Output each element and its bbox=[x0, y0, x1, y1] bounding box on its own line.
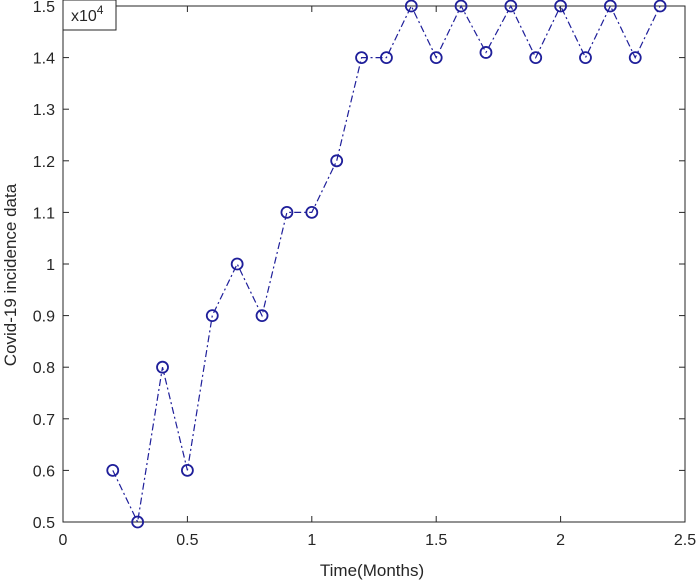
data-point bbox=[280, 205, 294, 219]
x-tick-label: 2 bbox=[556, 532, 565, 549]
y-tick-label: 1.2 bbox=[33, 154, 55, 171]
y-axis-label: Covid-19 incidence data bbox=[1, 183, 20, 366]
x-tick-label: 1.5 bbox=[425, 532, 447, 549]
exponent-base: x10 bbox=[71, 8, 97, 25]
data-point bbox=[205, 309, 219, 323]
y-tick-label: 0.5 bbox=[33, 515, 55, 532]
x-axis-label: Time(Months) bbox=[320, 561, 424, 580]
data-point bbox=[355, 51, 368, 64]
y-tick-label: 1.4 bbox=[33, 51, 55, 68]
data-point bbox=[603, 0, 617, 13]
data-point bbox=[106, 463, 120, 477]
y-tick-label: 1.5 bbox=[33, 0, 55, 16]
data-point bbox=[579, 51, 592, 64]
data-point bbox=[330, 154, 344, 168]
data-point bbox=[404, 0, 418, 13]
y-tick-label: 0.6 bbox=[33, 463, 55, 480]
data-point bbox=[156, 360, 169, 374]
y-exponent-label: x104 bbox=[71, 3, 104, 25]
exponent-frame bbox=[62, 0, 117, 31]
data-point bbox=[429, 51, 443, 64]
data-point bbox=[131, 515, 145, 529]
exponent-power: 4 bbox=[97, 3, 104, 17]
series-layer bbox=[106, 0, 667, 529]
x-tick-label: 1 bbox=[307, 532, 316, 549]
y-tick-label: 0.7 bbox=[33, 412, 55, 429]
data-point bbox=[628, 51, 642, 64]
data-point bbox=[180, 463, 194, 477]
data-point bbox=[479, 46, 493, 59]
series-line bbox=[112, 4, 661, 524]
data-point bbox=[255, 309, 269, 323]
y-exponent-box: x104 bbox=[62, 0, 117, 31]
y-tick-label: 1.1 bbox=[33, 205, 55, 222]
y-tick-label: 1.3 bbox=[33, 102, 55, 119]
x-tick-label: 2.5 bbox=[674, 532, 696, 549]
y-tick-label: 1 bbox=[46, 257, 55, 274]
data-point bbox=[653, 0, 667, 13]
x-tick-label: 0.5 bbox=[176, 532, 198, 549]
data-point bbox=[230, 257, 244, 271]
x-tick-label: 0 bbox=[59, 532, 68, 549]
y-tick-label: 0.8 bbox=[33, 360, 55, 377]
plot-frame bbox=[62, 5, 686, 523]
data-point bbox=[380, 51, 393, 64]
data-point bbox=[529, 51, 543, 64]
y-axis: 0.5 0.6 0.7 0.8 0.9 1 1.1 1.2 1.3 1.4 1.5 bbox=[33, 0, 685, 532]
x-axis: 0 0.5 1 1.5 2 2.5 bbox=[59, 6, 696, 549]
plot-area bbox=[62, 5, 686, 523]
data-point bbox=[504, 0, 518, 13]
y-tick-label: 0.9 bbox=[33, 309, 55, 326]
data-point bbox=[554, 0, 567, 13]
data-point bbox=[454, 0, 468, 13]
data-point bbox=[305, 205, 319, 219]
